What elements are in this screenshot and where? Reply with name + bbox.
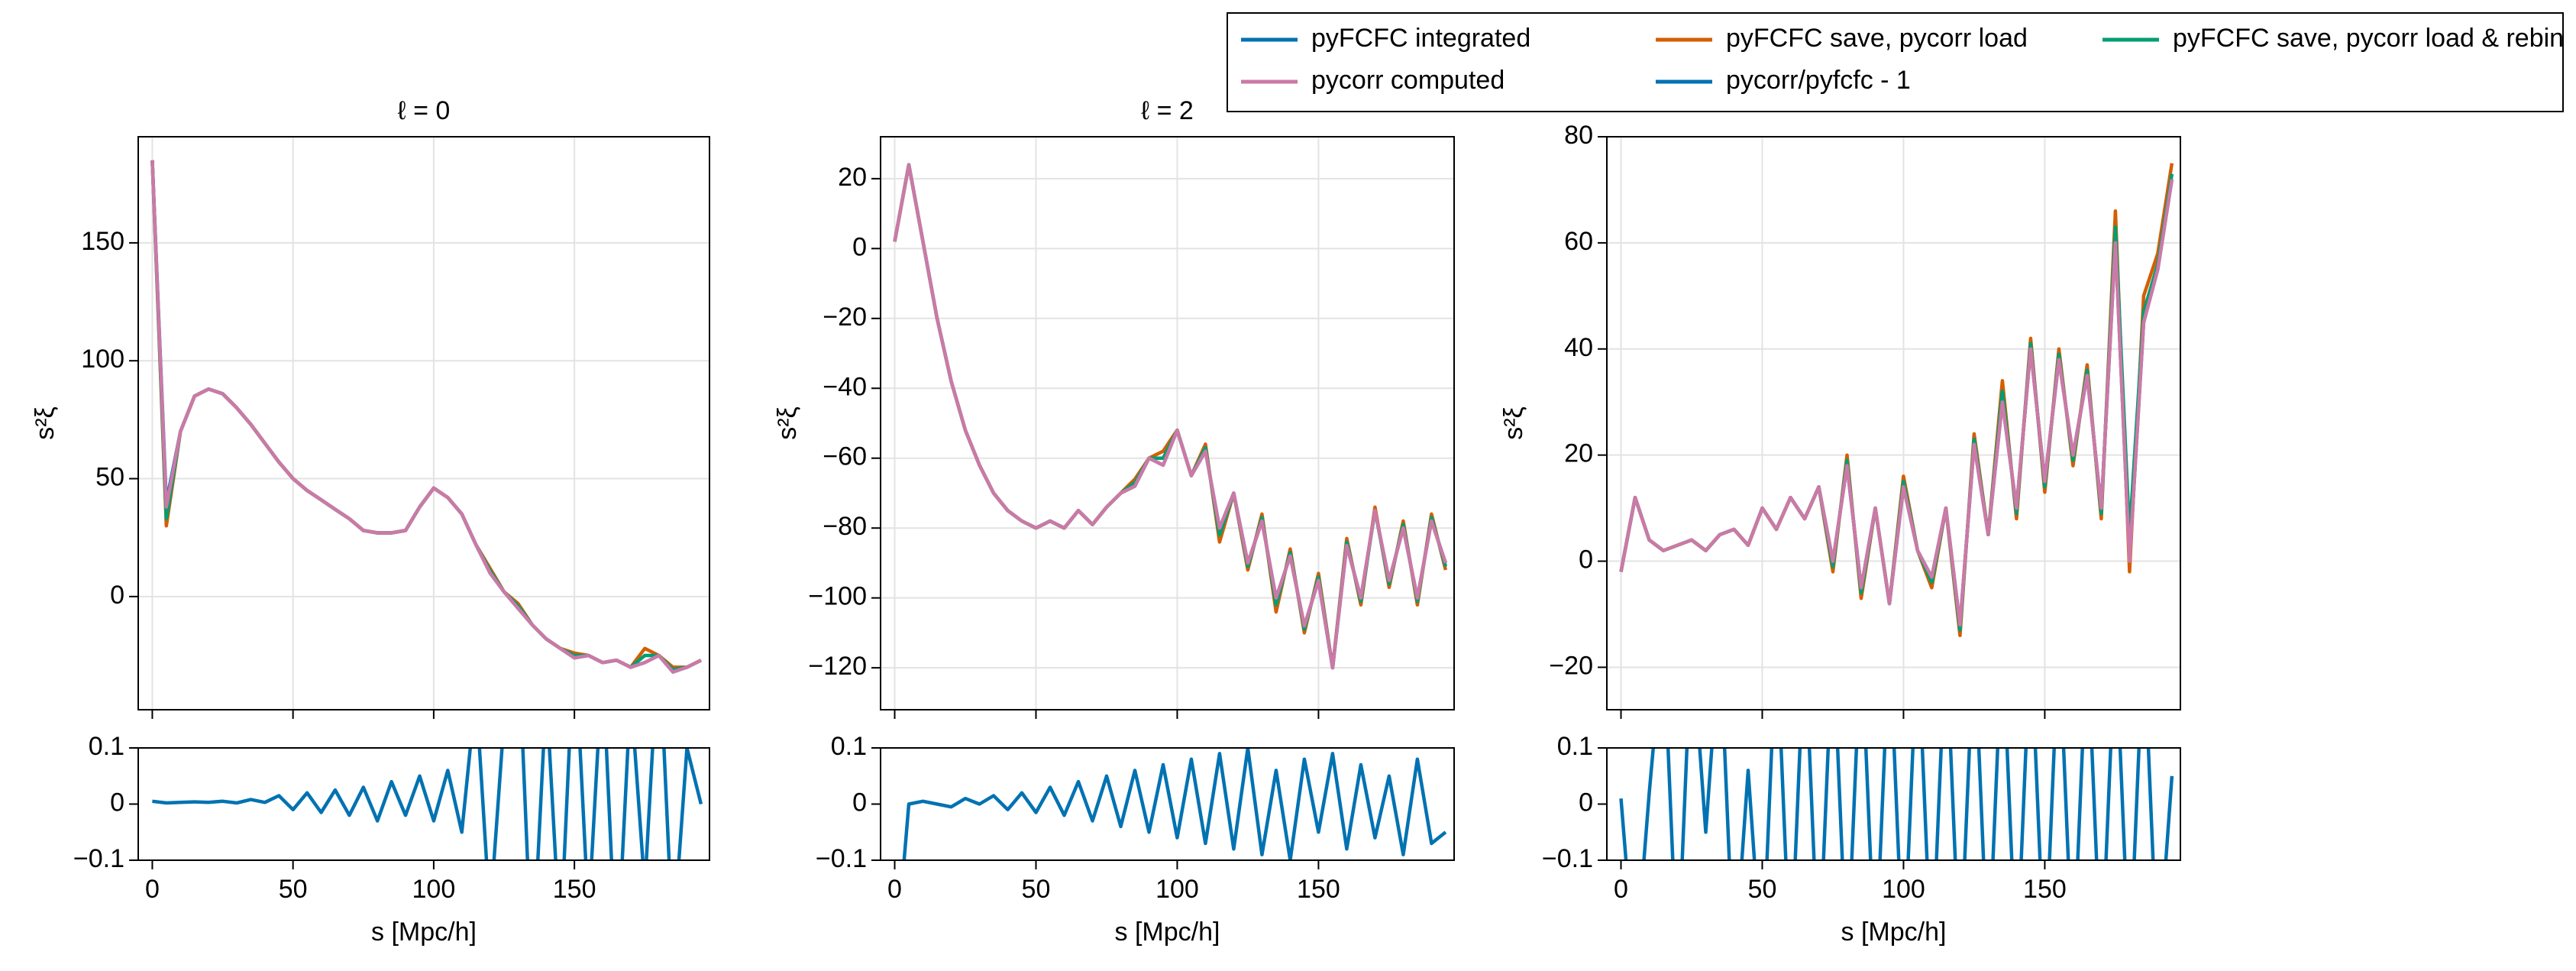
plot-area — [1619, 163, 2174, 638]
y-tick-label: 20 — [838, 163, 867, 192]
y-tick-label: 0 — [852, 232, 867, 261]
data-line — [1619, 748, 2174, 860]
x-tick-label: 100 — [412, 875, 456, 904]
x-tick-label: 100 — [1155, 875, 1199, 904]
y-tick-label: 20 — [1564, 439, 1593, 468]
data-line — [152, 748, 703, 860]
panel-title: ℓ = 2 — [1141, 96, 1194, 125]
y-axis-label: s²ξ — [773, 406, 802, 440]
y-axis-label: s²ξ — [31, 406, 60, 440]
y-tick-label: 0.1 — [1557, 732, 1593, 761]
x-tick-label: 50 — [1022, 875, 1051, 904]
data-line — [902, 748, 1447, 860]
axes-frame — [880, 136, 1455, 710]
legend-label: pyFCFC integrated — [1311, 24, 1530, 53]
data-line — [150, 160, 702, 672]
plot-area — [1619, 748, 2174, 860]
y-tick-label: −20 — [823, 303, 867, 332]
x-tick-label: 0 — [1614, 875, 1628, 904]
y-tick-label: 150 — [81, 227, 124, 256]
x-tick-label: 150 — [553, 875, 596, 904]
y-tick-label: 0.1 — [831, 732, 867, 761]
legend-frame — [1227, 12, 2564, 112]
x-tick-label: 0 — [887, 875, 902, 904]
y-tick-label: −20 — [1549, 651, 1593, 680]
y-tick-label: −0.1 — [816, 844, 867, 873]
y-tick-label: 80 — [1564, 121, 1593, 150]
legend-label: pyFCFC save, pycorr load — [1726, 24, 2028, 53]
x-tick-label: 150 — [2023, 875, 2067, 904]
y-tick-label: 0 — [852, 788, 867, 817]
plot-area — [150, 160, 702, 674]
x-tick-label: 50 — [1748, 875, 1777, 904]
x-tick-label: 0 — [145, 875, 160, 904]
data-line — [1619, 179, 2174, 627]
y-tick-label: 0 — [110, 788, 124, 817]
y-tick-label: −40 — [823, 372, 867, 401]
y-tick-label: −100 — [808, 582, 867, 611]
legend-label: pyFCFC save, pycorr load & rebin — [2173, 24, 2564, 53]
y-tick-label: −120 — [808, 652, 867, 681]
y-axis-label: s²ξ — [1499, 406, 1528, 440]
x-axis-label: s [Mpc/h] — [371, 918, 477, 947]
legend: pyFCFC integrated pycorr computed pyFCFC s… — [1227, 12, 2564, 112]
y-tick-label: −80 — [823, 512, 867, 541]
data-line — [150, 160, 702, 674]
y-tick-label: −60 — [823, 442, 867, 471]
panel-title: ℓ = 0 — [398, 96, 451, 125]
y-tick-label: −0.1 — [73, 844, 124, 873]
y-tick-label: 100 — [81, 345, 124, 374]
axes-frame — [1606, 136, 2181, 710]
y-tick-label: 0.1 — [89, 732, 124, 761]
legend-label: pycorr/pyfcfc - 1 — [1726, 66, 1911, 95]
x-tick-label: 150 — [1297, 875, 1340, 904]
y-tick-label: 0 — [110, 581, 124, 610]
y-tick-label: 60 — [1564, 227, 1593, 256]
data-line — [150, 160, 702, 674]
legend-label: pycorr computed — [1311, 66, 1505, 95]
x-tick-label: 100 — [1882, 875, 1925, 904]
axes-frame — [137, 136, 710, 710]
y-tick-label: 0 — [1579, 788, 1593, 817]
y-tick-label: 40 — [1564, 333, 1593, 362]
data-line — [150, 160, 702, 669]
data-line — [893, 163, 1448, 670]
x-axis-label: s [Mpc/h] — [1841, 918, 1947, 947]
x-axis-label: s [Mpc/h] — [1115, 918, 1220, 947]
y-tick-label: −0.1 — [1542, 844, 1593, 873]
x-tick-label: 50 — [279, 875, 308, 904]
y-tick-label: 50 — [95, 463, 124, 492]
plot-area — [152, 748, 703, 860]
plot-area — [893, 163, 1448, 670]
plot-area — [902, 748, 1447, 860]
y-tick-label: 0 — [1579, 545, 1593, 575]
